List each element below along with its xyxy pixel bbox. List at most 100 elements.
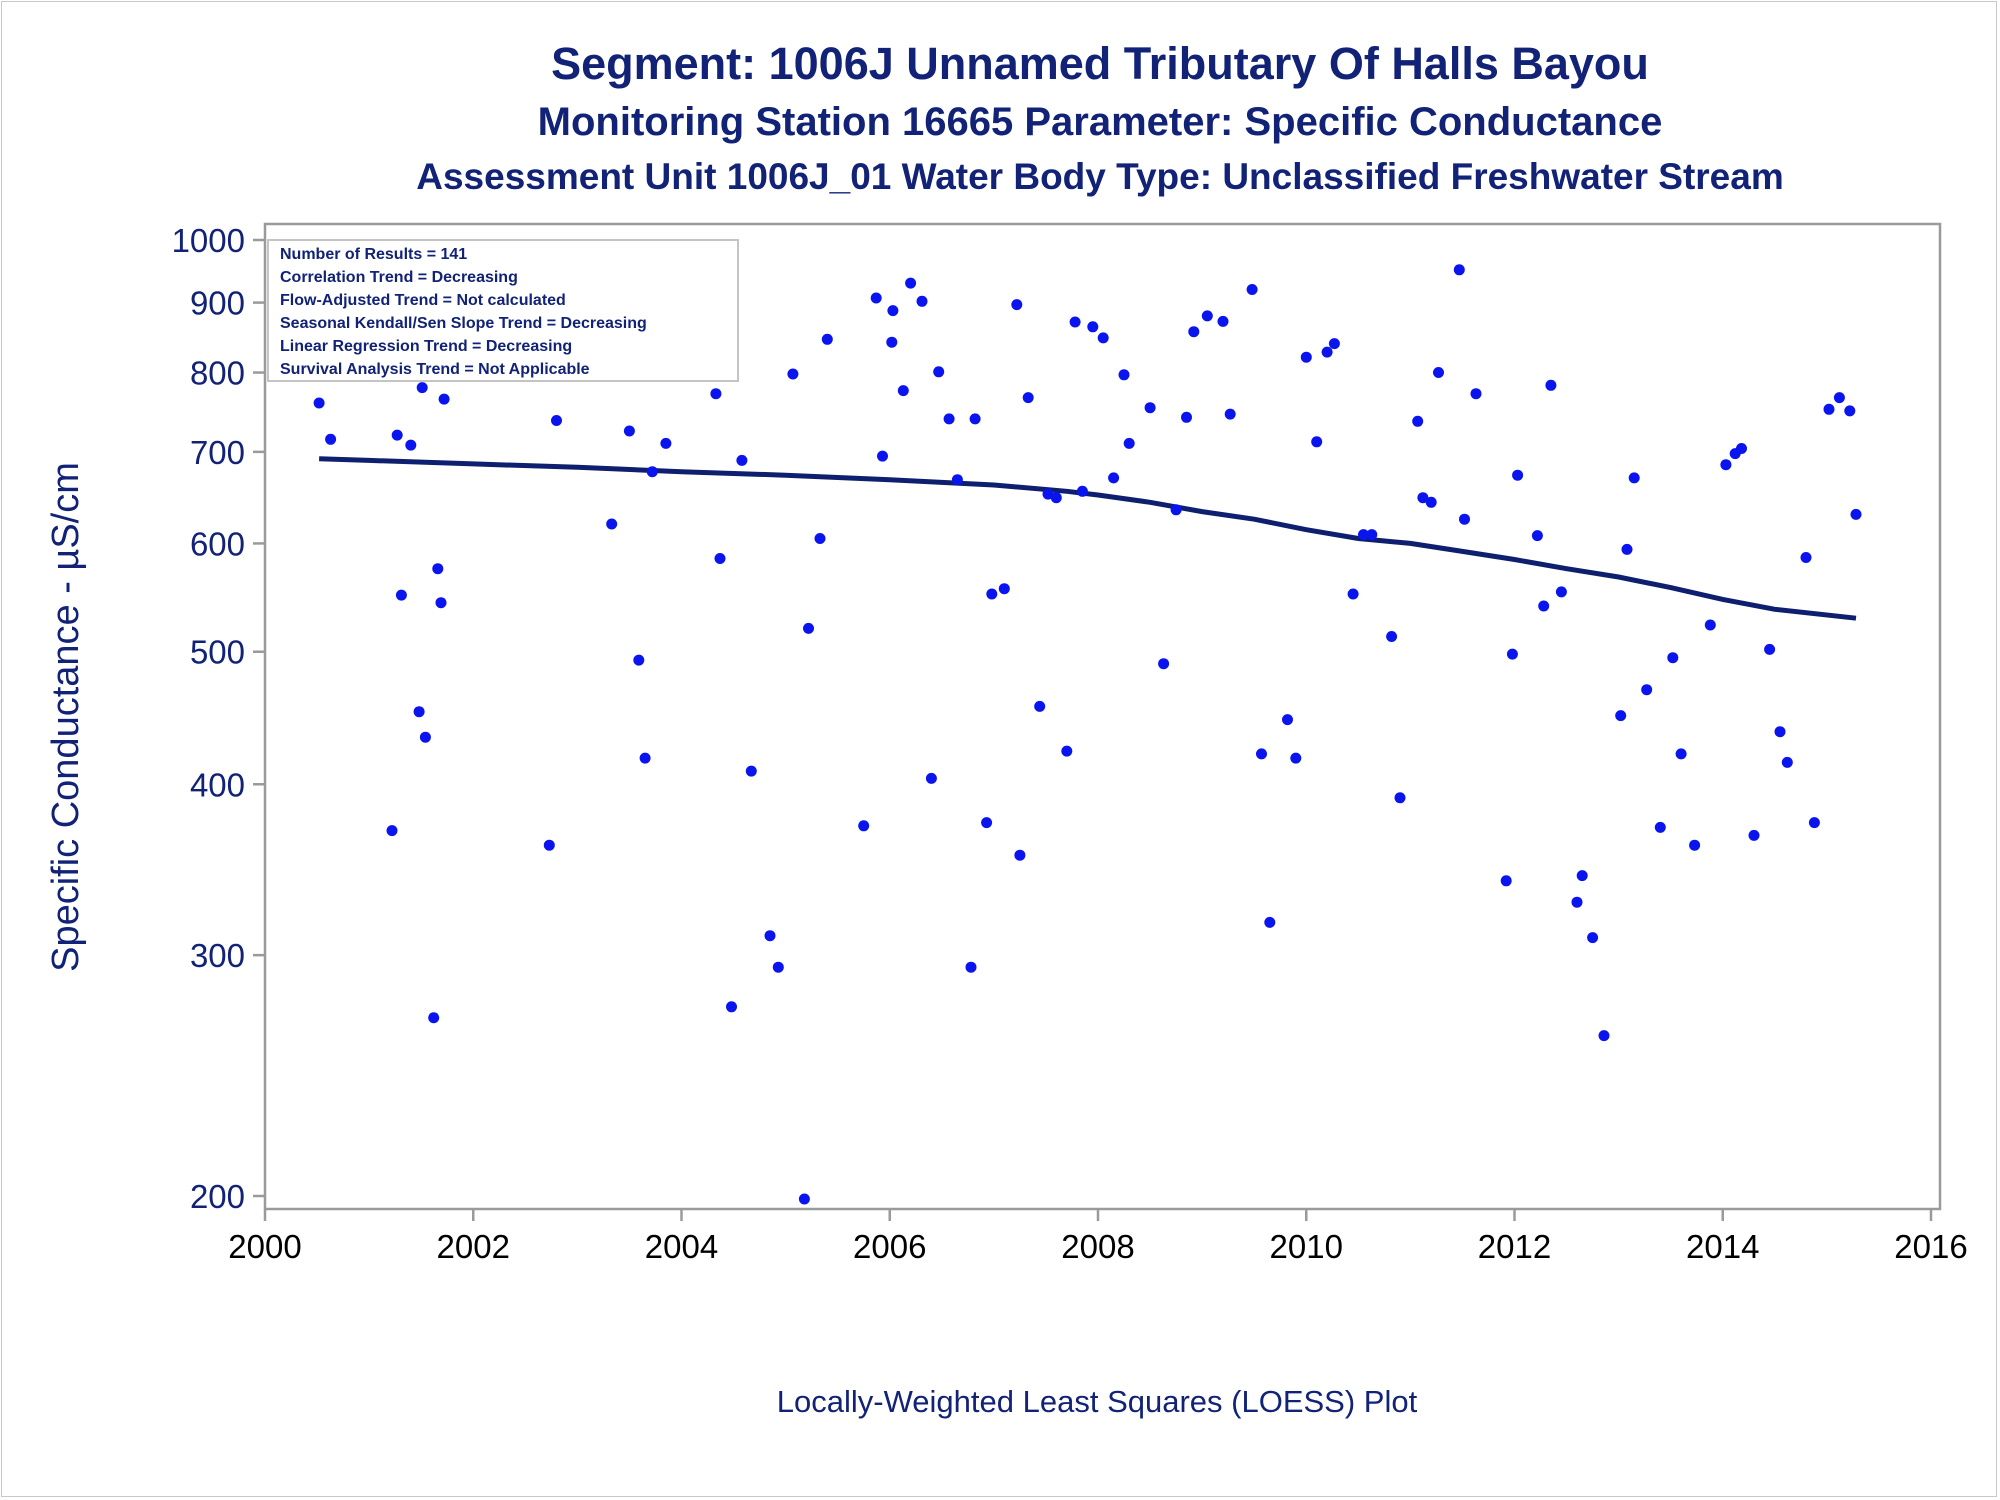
data-point: [1417, 492, 1429, 504]
data-point: [1290, 752, 1302, 764]
annotation-survival-analysis-trend: Survival Analysis Trend = Not Applicable: [280, 361, 590, 378]
trend-summary-box: Number of Results = 141 Correlation Tren…: [267, 239, 739, 382]
data-point: [814, 533, 826, 544]
data-point: [1108, 472, 1120, 484]
data-point: [1689, 839, 1701, 851]
data-point: [858, 820, 870, 832]
y-tick-label: 600: [190, 525, 245, 562]
data-point: [1011, 299, 1023, 311]
data-point: [969, 413, 981, 425]
data-point: [803, 622, 814, 634]
data-point: [413, 706, 425, 718]
data-point: [1366, 529, 1378, 541]
data-point: [1808, 817, 1820, 829]
annotation-flow-adjusted-trend: Flow-Adjusted Trend = Not calculated: [280, 292, 566, 309]
data-point: [391, 429, 403, 441]
x-tick-label: 2016: [1894, 1228, 1967, 1265]
data-point: [551, 415, 562, 426]
data-point: [1358, 529, 1369, 541]
annotation-correlation-trend: Correlation Trend = Decreasing: [280, 269, 518, 286]
data-point: [1506, 648, 1518, 660]
data-point: [1386, 631, 1398, 642]
data-point: [623, 425, 635, 437]
data-point: [1774, 726, 1786, 738]
data-point: [1654, 821, 1666, 833]
plot-area: [263, 222, 1942, 1211]
data-point: [1425, 496, 1437, 508]
data-point: [1833, 392, 1845, 404]
data-point: [543, 839, 555, 851]
x-tick-label: 2006: [853, 1228, 926, 1265]
data-point: [1014, 849, 1026, 861]
y-tick-label: 800: [190, 355, 245, 392]
data-point: [1470, 388, 1482, 400]
x-tick-label: 2008: [1061, 1228, 1134, 1265]
data-point: [395, 589, 407, 601]
data-point: [325, 433, 337, 445]
y-tick-label: 500: [190, 634, 245, 671]
data-point: [965, 961, 977, 973]
x-tick-label: 2000: [228, 1228, 301, 1265]
data-point: [1022, 392, 1034, 404]
data-point: [1170, 504, 1182, 516]
data-point: [1069, 316, 1081, 328]
data-point: [1188, 326, 1200, 338]
plot-footnote: Locally-Weighted Least Squares (LOESS) P…: [777, 1384, 1418, 1419]
data-point: [1621, 543, 1633, 555]
data-point: [1598, 1030, 1610, 1042]
data-point: [438, 393, 450, 405]
data-point: [981, 817, 993, 829]
y-axis-label: Specific Conductance - µS/cm: [45, 462, 87, 972]
data-point: [1246, 284, 1258, 295]
y-tick-label: 1000: [172, 222, 245, 259]
data-point: [1781, 756, 1793, 768]
annotation-linear-regression-trend: Linear Regression Trend = Decreasing: [280, 338, 572, 355]
data-point: [1118, 369, 1130, 381]
data-point: [1217, 315, 1229, 327]
data-point: [1500, 875, 1512, 887]
data-point: [1576, 870, 1588, 882]
data-point: [925, 772, 937, 784]
x-tick-label: 2012: [1478, 1228, 1551, 1265]
data-point: [1300, 351, 1312, 363]
data-point: [1181, 411, 1192, 423]
data-point: [1282, 714, 1293, 726]
data-point: [1144, 402, 1156, 414]
data-point: [313, 397, 325, 409]
data-point: [951, 474, 963, 486]
trend-summary-border: [267, 239, 739, 382]
data-points: [313, 247, 1862, 1205]
x-tick-label: 2014: [1686, 1228, 1759, 1265]
data-point: [821, 333, 833, 345]
data-point: [419, 731, 431, 743]
chart-title: Segment: 1006J Unnamed Tributary Of Hall…: [551, 38, 1649, 89]
data-point: [933, 366, 945, 378]
y-axis: 200 300 400 500 600 700 800 900 1000: [172, 222, 265, 1215]
data-point: [1256, 748, 1267, 760]
y-tick-label: 400: [190, 766, 245, 803]
y-tick-label: 300: [190, 937, 245, 974]
data-point: [877, 450, 888, 462]
data-point: [1538, 600, 1550, 612]
data-point: [798, 1193, 810, 1205]
data-point: [1459, 513, 1470, 525]
data-point: [1531, 530, 1543, 542]
data-point: [1050, 492, 1062, 504]
data-point: [710, 388, 722, 400]
data-point: [646, 466, 658, 478]
data-point: [1823, 403, 1835, 415]
data-point: [1587, 932, 1599, 944]
data-point: [432, 563, 444, 575]
annotation-seasonal-kendall-trend: Seasonal Kendall/Sen Slope Trend = Decre…: [280, 315, 647, 332]
data-point: [416, 382, 428, 394]
data-point: [1061, 745, 1073, 757]
x-tick-label: 2010: [1270, 1228, 1343, 1265]
data-point: [998, 583, 1010, 595]
y-tick-label: 900: [190, 285, 245, 322]
x-tick-label: 2004: [645, 1228, 718, 1265]
data-point: [1158, 658, 1170, 670]
data-point: [1748, 829, 1760, 841]
data-point: [1850, 508, 1862, 520]
data-point: [1615, 710, 1627, 722]
